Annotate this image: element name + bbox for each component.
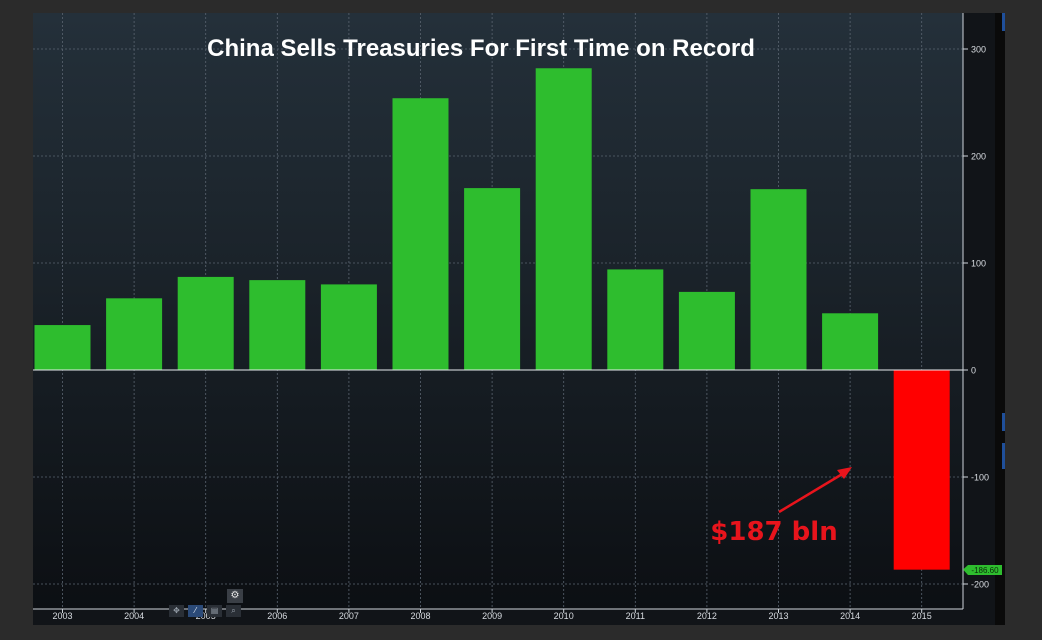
chart-toolbar: ✥ ⁄ ▤ ⌕ [169,605,241,617]
y-tick-label: 100 [971,259,986,269]
bar-2007 [320,284,377,370]
zoom-icon[interactable]: ⌕ [226,605,241,617]
annotation: $187 bln [710,467,852,547]
draw-icon[interactable]: ⁄ [188,605,203,617]
annotation-arrow [778,468,850,514]
bar-2013 [750,189,807,370]
bar-2010 [535,68,592,370]
scroll-marker [1002,413,1005,431]
scroll-marker [1002,443,1005,469]
chart-settings-icon[interactable]: ▤ [207,605,222,617]
x-tick-label: 2012 [697,611,717,621]
x-tick-label: 2006 [267,611,287,621]
x-tick-label: 2003 [52,611,72,621]
bar-chart: 300 200 100 0 -100 -200 2003 2004 2005 2006 2007 20… [33,13,1002,621]
axes: 300 200 100 0 -100 -200 2003 2004 2005 2006 2007 20… [33,13,989,621]
x-tick-label: 2010 [554,611,574,621]
y-tick-label: -200 [971,580,989,590]
x-tick-label: 2011 [626,611,645,621]
x-tick-label: 2013 [768,611,788,621]
bar-2006 [249,280,306,370]
x-tick-label: 2004 [124,611,144,621]
bar-2003 [34,325,91,370]
gear-icon[interactable]: ⚙ [227,589,243,603]
x-tick-label: 2014 [840,611,860,621]
x-tick-label: 2008 [410,611,430,621]
bar-2014 [822,313,879,370]
x-tick-label: 2015 [912,611,932,621]
bar-2008 [392,98,449,370]
annotation-label: $187 bln [710,517,837,547]
y-tick-label: 300 [971,45,986,55]
x-tick-label: 2009 [482,611,502,621]
y-tick-label: -100 [971,473,989,483]
bar-2005 [177,276,234,370]
last-value-badge-shape [963,565,1002,575]
bars [34,68,950,570]
bar-2004 [106,298,163,370]
chart-window: 300 200 100 0 -100 -200 2003 2004 2005 2006 2007 20… [33,13,1005,625]
chart-title: China Sells Treasuries For First Time on… [207,35,755,62]
bar-2011 [607,269,664,370]
x-tick-label: 2007 [339,611,359,621]
last-value-badge: -186.60 [963,565,1002,575]
scroll-marker [1002,13,1005,31]
last-value-label: -186.60 [971,566,999,575]
right-scrollbar[interactable] [995,13,1005,625]
y-tick-label: 0 [971,366,976,376]
annotation-arrowhead [837,467,852,479]
bar-2012 [678,291,735,370]
x-tick-label: 2005 [196,611,216,621]
bar-2009 [464,188,521,370]
bar-2015 [893,370,950,570]
move-icon[interactable]: ✥ [169,605,184,617]
y-tick-label: 200 [971,152,986,162]
